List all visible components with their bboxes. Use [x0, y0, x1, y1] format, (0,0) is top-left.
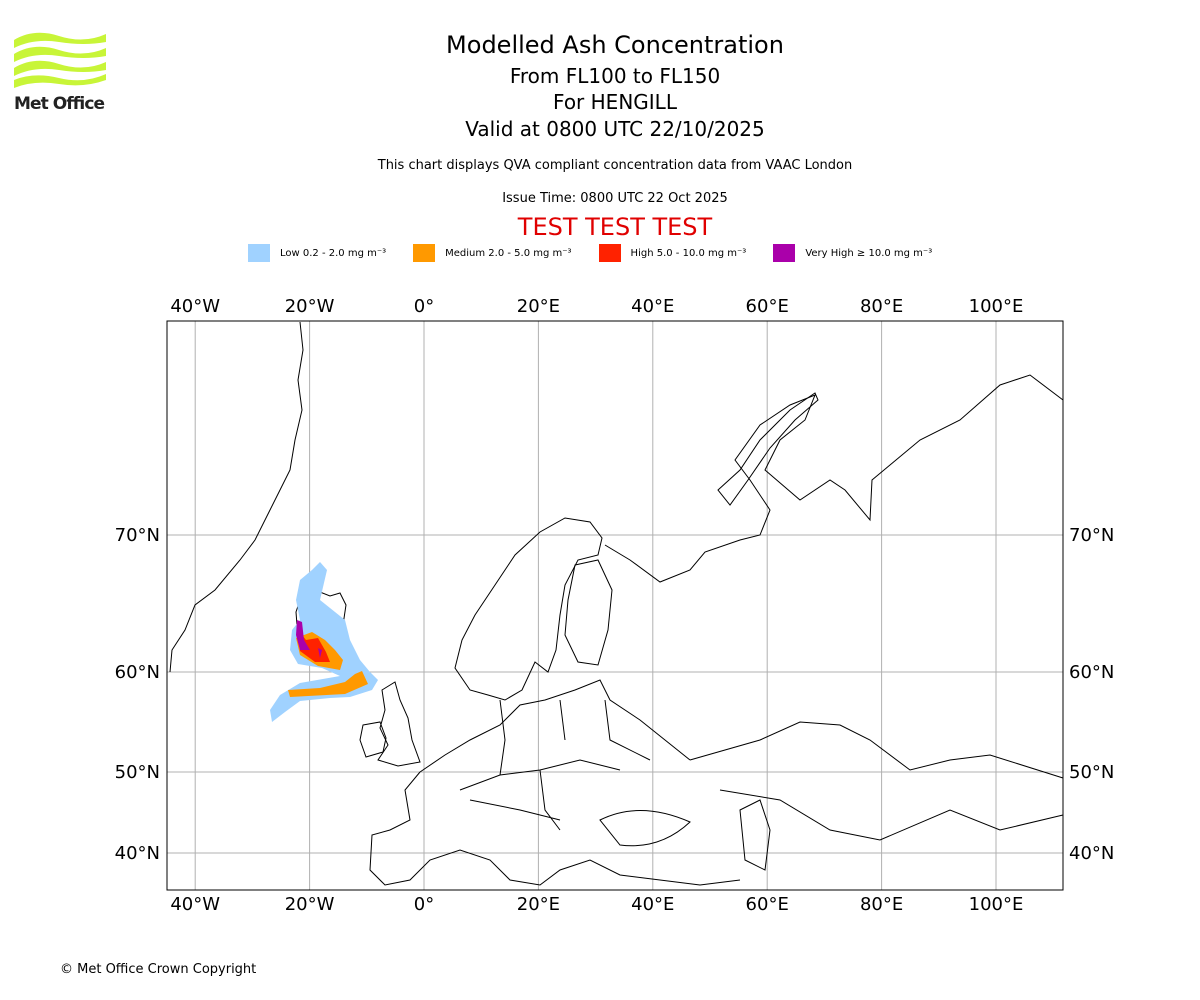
lat-tick-label: 50°N — [115, 762, 160, 783]
country-borders — [459, 699, 1064, 841]
lon-tick-label: 100°E — [969, 296, 1024, 317]
legend-item-low: Low 0.2 - 2.0 mg m⁻³ — [248, 244, 386, 262]
lon-tick-label: 0° — [414, 894, 434, 915]
chart-title: Modelled Ash Concentration — [446, 31, 784, 59]
test-banner: TEST TEST TEST — [517, 213, 713, 241]
lon-tick-label: 60°E — [746, 894, 789, 915]
ash-plume — [270, 562, 378, 722]
volcano-name: For HENGILL — [553, 90, 677, 114]
lat-tick-label: 50°N — [1069, 762, 1114, 783]
lat-tick-label: 40°N — [1069, 843, 1114, 864]
lat-tick-label: 70°N — [115, 525, 160, 546]
met-office-logo: Met Office — [14, 30, 106, 116]
lon-tick-label: 80°E — [860, 296, 903, 317]
lon-tick-label: 20°E — [517, 894, 560, 915]
map-frame — [166, 320, 1064, 891]
flight-level-range: From FL100 to FL150 — [509, 64, 721, 88]
lat-tick-label: 70°N — [1069, 525, 1114, 546]
britain-coast — [377, 681, 421, 767]
legend-item-very-high: Very High ≥ 10.0 mg m⁻³ — [773, 244, 932, 262]
novaya-zemlya — [717, 392, 819, 506]
lon-tick-label: 40°E — [631, 894, 674, 915]
caspian-sea — [739, 799, 771, 871]
valid-time: Valid at 0800 UTC 22/10/2025 — [465, 117, 765, 141]
legend-item-medium: Medium 2.0 - 5.0 mg m⁻³ — [413, 244, 572, 262]
ash-high — [298, 630, 330, 662]
finland-coast — [564, 559, 613, 666]
lat-tick-label: 60°N — [115, 662, 160, 683]
black-sea — [599, 810, 691, 847]
russia-north-coast — [604, 374, 1064, 583]
ireland-coast — [359, 721, 387, 758]
legend-swatch — [773, 244, 796, 262]
lat-tick-label: 60°N — [1069, 662, 1114, 683]
issue-time: Issue Time: 0800 UTC 22 Oct 2025 — [502, 191, 728, 206]
qva-note: This chart displays QVA compliant concen… — [377, 158, 853, 173]
scandinavia-coast — [454, 517, 603, 701]
lon-tick-label: 40°W — [170, 296, 220, 317]
lon-tick-label: 80°E — [860, 894, 903, 915]
ash-very-high — [296, 620, 322, 658]
copyright: © Met Office Crown Copyright — [60, 962, 257, 977]
legend-label: High 5.0 - 10.0 mg m⁻³ — [630, 247, 747, 259]
legend-label: Low 0.2 - 2.0 mg m⁻³ — [280, 247, 387, 259]
europe-coast — [369, 679, 741, 886]
lon-tick-label: 20°W — [285, 296, 335, 317]
lon-tick-label: 0° — [414, 296, 434, 317]
lon-tick-label: 40°E — [631, 296, 674, 317]
lon-tick-label: 20°W — [285, 894, 335, 915]
lon-tick-label: 40°W — [170, 894, 220, 915]
legend-swatch — [413, 244, 436, 262]
lon-tick-label: 20°E — [517, 296, 560, 317]
legend-label: Medium 2.0 - 5.0 mg m⁻³ — [445, 247, 572, 259]
lon-tick-label: 60°E — [746, 296, 789, 317]
legend-label: Very High ≥ 10.0 mg m⁻³ — [805, 247, 933, 259]
legend-swatch — [248, 244, 270, 262]
legend-item-high: High 5.0 - 10.0 mg m⁻³ — [598, 244, 747, 262]
greenland-coast — [169, 321, 304, 673]
axis-labels: 40°W 40°W 20°W 20°W 0° 0° 20°E 20°E 40°E 40°E 60°E… — [115, 296, 1115, 915]
legend-swatch — [598, 244, 621, 262]
lat-tick-label: 40°N — [115, 843, 160, 864]
lon-tick-label: 100°E — [969, 894, 1024, 915]
legend: Low 0.2 - 2.0 mg m⁻³ Medium 2.0 - 5.0 mg… — [248, 244, 959, 262]
svg-text:Met Office: Met Office — [14, 94, 105, 112]
